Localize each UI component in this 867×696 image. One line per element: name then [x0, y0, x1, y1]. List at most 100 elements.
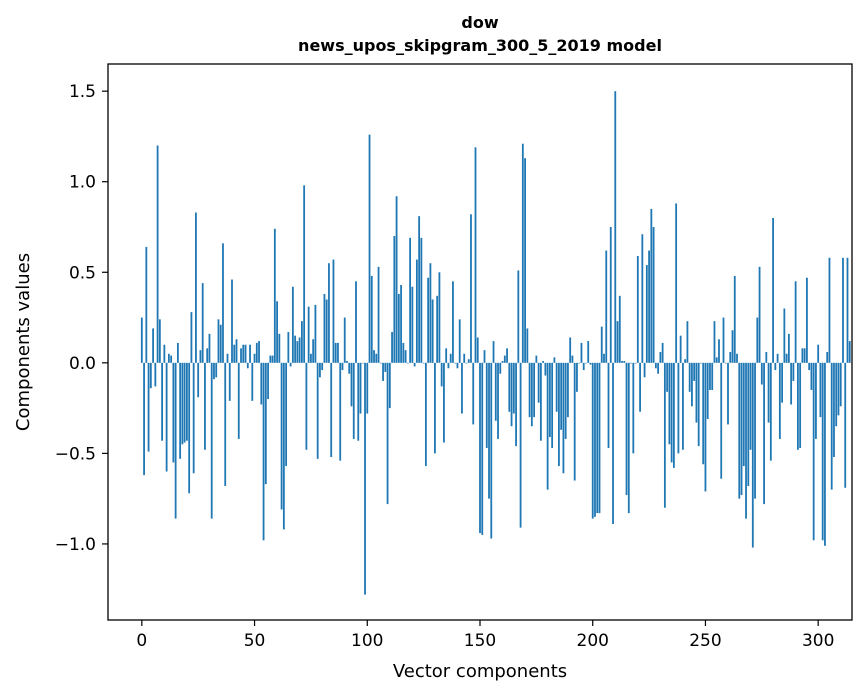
bar-110	[388, 362, 391, 409]
bar-212	[618, 295, 621, 363]
bar-30	[208, 333, 211, 363]
bar-244	[691, 362, 693, 407]
bar-50	[253, 353, 256, 363]
bar-129	[431, 299, 434, 363]
bar-115	[400, 284, 402, 363]
bar-304	[826, 351, 829, 363]
bar-159	[499, 362, 502, 374]
bar-144	[465, 362, 468, 364]
bar-217	[630, 362, 632, 364]
bar-126	[424, 362, 427, 467]
bar-127	[427, 277, 430, 363]
bar-229	[657, 362, 660, 374]
bar-118	[406, 362, 409, 364]
bar-266	[740, 362, 743, 496]
bar-284	[781, 362, 784, 403]
bar-256	[718, 339, 720, 363]
bar-167	[517, 270, 520, 363]
bar-44	[240, 348, 242, 363]
bar-219	[634, 362, 637, 364]
bar-134	[443, 362, 445, 443]
bar-242	[686, 321, 689, 363]
bar-161	[503, 355, 506, 363]
bar-145	[467, 359, 470, 363]
bar-262	[731, 330, 734, 363]
bar-190	[569, 337, 572, 363]
bar-71	[300, 321, 303, 363]
bar-154	[488, 362, 490, 499]
bar-175	[535, 355, 538, 363]
bar-89	[341, 362, 344, 371]
bar-241	[684, 359, 687, 363]
bar-189	[567, 362, 569, 418]
bar-215	[625, 362, 628, 496]
bar-243	[688, 362, 691, 392]
bar-178	[542, 361, 545, 363]
bar-261	[729, 351, 732, 363]
bar-206	[605, 250, 608, 363]
bar-314	[848, 341, 851, 363]
bar-27	[201, 283, 204, 363]
bar-156	[492, 341, 495, 363]
bar-79	[319, 362, 321, 378]
bar-211	[616, 321, 619, 363]
bar-170	[524, 158, 526, 363]
bar-287	[787, 333, 790, 363]
bar-295	[806, 277, 808, 363]
bar-3	[147, 362, 150, 452]
bar-306	[830, 362, 833, 490]
bar-273	[756, 317, 759, 363]
bar-112	[393, 236, 396, 363]
bar-172	[528, 362, 531, 418]
bar-225	[648, 250, 650, 363]
bar-302	[821, 362, 824, 541]
bar-88	[339, 362, 342, 461]
bar-276	[763, 362, 765, 505]
y-tick-label: −1.0	[55, 535, 96, 555]
bar-83	[328, 263, 330, 363]
bar-271	[751, 362, 754, 548]
bar-275	[760, 362, 763, 385]
bar-62	[280, 362, 283, 510]
bar-140	[456, 362, 459, 369]
bar-113	[395, 196, 398, 363]
bar-86	[334, 342, 337, 363]
bar-123	[418, 216, 421, 363]
bar-111	[391, 332, 393, 363]
bar-91	[346, 361, 348, 363]
bar-114	[397, 294, 400, 363]
bar-85	[332, 259, 335, 363]
bar-139	[454, 362, 457, 364]
bar-163	[508, 362, 511, 412]
bar-236	[672, 362, 675, 468]
bar-294	[803, 348, 806, 363]
bar-187	[562, 362, 565, 474]
bar-308	[835, 362, 838, 427]
bar-28	[204, 362, 206, 450]
bar-80	[321, 362, 324, 371]
bar-11	[165, 362, 168, 472]
bar-247	[697, 362, 700, 447]
bar-72	[303, 185, 306, 363]
bar-7	[156, 145, 159, 363]
bar-16	[176, 342, 179, 363]
bar-49	[251, 362, 254, 401]
bar-51	[255, 342, 258, 363]
bar-185	[558, 362, 560, 467]
bar-119	[409, 237, 412, 363]
bar-136	[447, 362, 450, 369]
bar-81	[323, 294, 326, 363]
bar-201	[594, 362, 596, 517]
bar-171	[526, 328, 529, 363]
bar-258	[722, 317, 725, 363]
bar-107	[382, 362, 384, 381]
bar-220	[636, 255, 639, 363]
bar-46	[244, 344, 247, 363]
bar-133	[440, 362, 443, 387]
bar-307	[833, 362, 835, 458]
bar-97	[359, 362, 362, 414]
bar-216	[627, 362, 630, 514]
bar-226	[650, 208, 653, 363]
y-axis-label: Components values	[13, 253, 34, 431]
bar-99	[364, 362, 366, 595]
